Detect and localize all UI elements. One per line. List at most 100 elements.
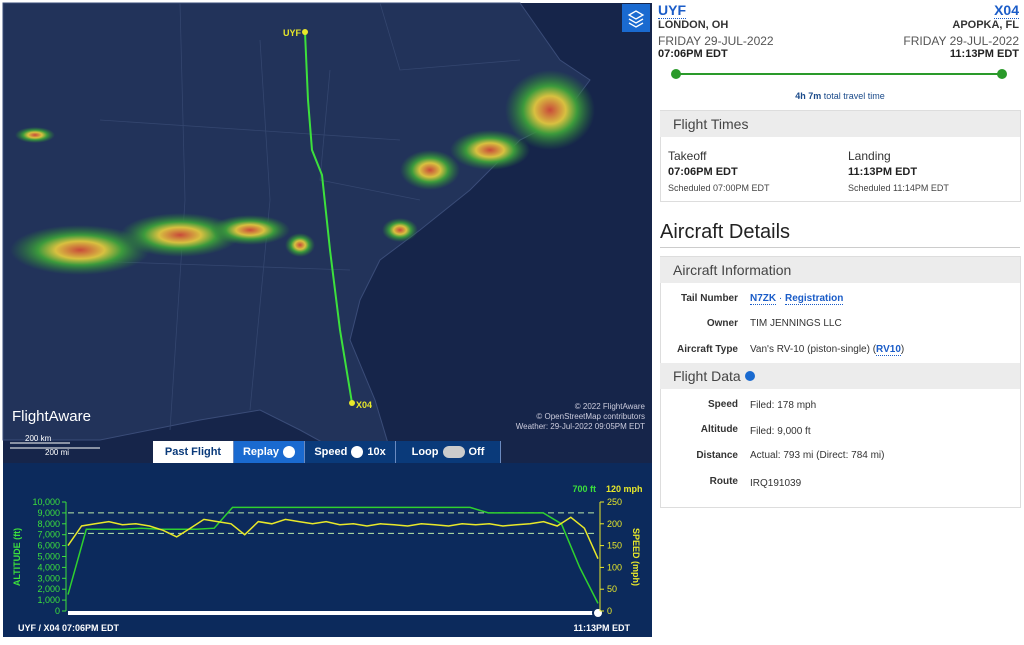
chart-panel bbox=[3, 463, 652, 637]
dest-dot bbox=[349, 400, 355, 406]
aircraft-info-title: Aircraft Information bbox=[660, 257, 1020, 283]
y-tick-label: 0 bbox=[55, 606, 60, 616]
progress-knob[interactable] bbox=[592, 607, 604, 619]
dest-code[interactable]: X04 bbox=[994, 2, 1019, 19]
speed-value: 10x bbox=[367, 446, 386, 458]
copyright: © 2022 FlightAware bbox=[575, 402, 646, 411]
weather-radar bbox=[10, 70, 595, 275]
type-label: Aircraft Type bbox=[677, 344, 738, 355]
flight-times-title: Flight Times bbox=[660, 111, 1020, 137]
tail-value: N7ZK · Registration bbox=[750, 293, 844, 305]
altitude-label: Altitude bbox=[700, 424, 738, 435]
tab-replay[interactable]: Replay bbox=[234, 441, 305, 463]
route-value: IRQ191039 bbox=[750, 478, 802, 489]
origin-city: LONDON, OH bbox=[658, 19, 729, 31]
y2-tick-label: 0 bbox=[607, 606, 612, 616]
weather-time: Weather: 29-Jul-2022 09:05PM EDT bbox=[516, 422, 645, 431]
origin-date: FRIDAY 29-JUL-2022 bbox=[658, 34, 774, 48]
speed-icon bbox=[351, 446, 364, 458]
y-tick-label: 4,000 bbox=[37, 562, 60, 572]
origin-marker: UYF bbox=[283, 28, 302, 38]
registration-link[interactable]: Registration bbox=[785, 293, 844, 305]
tail-label: Tail Number bbox=[680, 293, 738, 304]
travel-time: 4h 7m total travel time bbox=[660, 91, 1020, 101]
distance-label: Distance bbox=[696, 450, 738, 461]
settings-icon[interactable] bbox=[744, 371, 755, 381]
y2-tick-label: 250 bbox=[607, 497, 622, 507]
loop-label: Loop bbox=[411, 446, 439, 458]
distance-value: Actual: 793 mi (Direct: 784 mi) bbox=[750, 450, 885, 461]
osm-credit: © OpenStreetMap contributors bbox=[536, 412, 645, 421]
landing-sched: Scheduled 11:14PM EDT bbox=[848, 183, 949, 193]
y2-tick-label: 50 bbox=[607, 584, 617, 594]
loop-state: Off bbox=[468, 446, 485, 458]
takeoff-sched: Scheduled 07:00PM EDT bbox=[668, 183, 770, 193]
dest-time: 11:13PM EDT bbox=[949, 48, 1019, 60]
replay-label: Replay bbox=[242, 446, 280, 458]
duration-note: total travel time bbox=[823, 91, 885, 101]
y2-axis-label: SPEED (mph) bbox=[631, 528, 641, 586]
dest-date: FRIDAY 29-JUL-2022 bbox=[903, 34, 1019, 48]
series-line bbox=[67, 516, 599, 560]
landing-time: 11:13PM EDT bbox=[848, 166, 918, 178]
speed-label: Speed bbox=[314, 446, 348, 458]
map-borders bbox=[59, 2, 521, 431]
tab-speed[interactable]: Speed 10x bbox=[305, 441, 396, 463]
current-speed: 120 mph bbox=[606, 484, 643, 494]
route-label: Route bbox=[709, 476, 738, 487]
owner-value: TIM JENNINGS LLC bbox=[750, 318, 842, 329]
dest-city: APOPKA, FL bbox=[952, 19, 1019, 31]
progress-end bbox=[997, 69, 1007, 79]
altitude-value: Filed: 9,000 ft bbox=[750, 426, 811, 437]
y2-tick-label: 100 bbox=[607, 562, 622, 572]
speed-label: Speed bbox=[707, 399, 738, 410]
y-tick-label: 3,000 bbox=[37, 573, 60, 583]
layers-icon bbox=[627, 10, 645, 28]
type-value: Van's RV-10 (piston-single) (RV10) bbox=[750, 344, 905, 356]
tail-link[interactable]: N7ZK bbox=[750, 293, 777, 305]
scale-km: 200 km bbox=[25, 434, 52, 443]
aircraft-details-title: Aircraft Details bbox=[660, 221, 791, 243]
y2-tick-label: 150 bbox=[607, 541, 622, 551]
type-prefix: Van's RV-10 (piston-single) ( bbox=[750, 344, 877, 355]
series-line bbox=[67, 506, 599, 604]
loop-toggle bbox=[442, 446, 465, 458]
y-tick-label: 6,000 bbox=[37, 541, 60, 551]
flight-data-header: Flight Data bbox=[660, 363, 1020, 389]
y-tick-label: 9,000 bbox=[37, 508, 60, 518]
end-label: 11:13PM EDT bbox=[573, 623, 630, 633]
progress-line bbox=[676, 73, 1002, 75]
takeoff-label: Takeoff bbox=[668, 149, 707, 163]
separator: · bbox=[776, 293, 786, 304]
dest-marker: X04 bbox=[356, 400, 372, 410]
y-tick-label: 8,000 bbox=[37, 519, 60, 529]
owner-label: Owner bbox=[706, 318, 738, 329]
y-tick-label: 7,000 bbox=[37, 530, 60, 540]
map-and-chart: UYF X04 FlightAware 200 km 200 mi © 2022… bbox=[2, 2, 652, 637]
divider bbox=[660, 247, 1020, 248]
progress-start bbox=[671, 69, 681, 79]
current-altitude: 700 ft bbox=[572, 484, 596, 494]
duration: 4h 7m bbox=[795, 91, 822, 101]
type-suffix: ) bbox=[900, 344, 905, 355]
speed-value: Filed: 178 mph bbox=[750, 400, 817, 411]
origin-time: 07:06PM EDT bbox=[658, 48, 728, 60]
type-code[interactable]: RV10 bbox=[876, 344, 901, 356]
layers-button[interactable] bbox=[622, 4, 650, 32]
origin-code[interactable]: UYF bbox=[658, 2, 686, 19]
y-tick-label: 1,000 bbox=[37, 595, 60, 605]
flight-times-box bbox=[660, 110, 1021, 202]
tab-loop[interactable]: Loop Off bbox=[396, 441, 501, 463]
y-tick-label: 2,000 bbox=[37, 584, 60, 594]
logo: FlightAware bbox=[12, 408, 91, 425]
landing-label: Landing bbox=[848, 149, 891, 163]
tab-past[interactable]: Past Flight bbox=[153, 441, 234, 463]
takeoff-time: 07:06PM EDT bbox=[668, 166, 738, 178]
play-icon bbox=[283, 446, 296, 458]
y-axis-label: ALTITUDE (ft) bbox=[12, 528, 22, 586]
flight-data-title: Flight Data bbox=[673, 368, 741, 384]
y-tick-label: 10,000 bbox=[32, 497, 60, 507]
flight-route bbox=[304, 31, 353, 404]
origin-dot bbox=[302, 29, 308, 35]
